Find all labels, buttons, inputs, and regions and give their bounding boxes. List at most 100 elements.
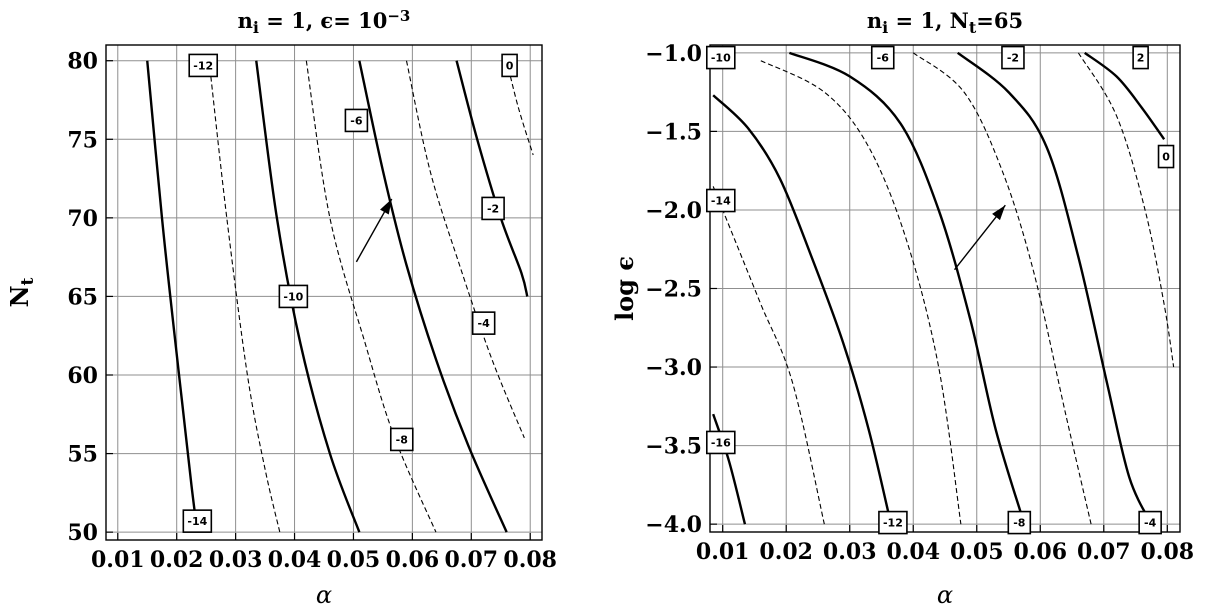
contour-line-m14	[712, 186, 825, 525]
contour-label-text: -14	[711, 195, 731, 208]
contour-label-box	[705, 45, 736, 70]
y-tick-label: −2.5	[645, 277, 702, 303]
x-tick-label: 0.02	[759, 539, 813, 565]
y-tick-label: 60	[67, 363, 98, 389]
contour-label-box	[501, 53, 518, 78]
contour-label-box	[188, 53, 219, 78]
contour-label: -10	[705, 45, 736, 70]
contour-label-text: -12	[193, 59, 213, 72]
contour-line-0	[1084, 51, 1166, 140]
x-tick-label: 0.05	[950, 539, 1004, 565]
x-tick-label: 0.08	[503, 547, 557, 573]
contour-label: 2	[1132, 45, 1149, 70]
contour-line-m6	[912, 52, 1092, 525]
arrow-head	[992, 205, 1006, 221]
contour-label-box	[1001, 45, 1025, 70]
y-axis-label: Nt	[5, 277, 38, 307]
plot-frame	[105, 44, 543, 541]
contour-label: -16	[705, 430, 736, 455]
plot-title: ni = 1, ϵ= 10−3	[238, 7, 411, 37]
contour-label-text: -4	[478, 317, 491, 330]
contour-line-m4	[956, 51, 1153, 525]
contour-label: -2	[1001, 45, 1025, 70]
y-tick-label: 65	[67, 284, 98, 310]
contour-label-text: -4	[1144, 517, 1157, 530]
y-axis-label: log ϵ	[610, 256, 639, 321]
contour-label-box	[1138, 510, 1162, 535]
contour-line-m8	[305, 60, 437, 533]
contour-label: -2	[481, 196, 505, 221]
left-contour-plot: 0.01 0.02 0.03 0.04 0.05 0.06 0.07 0.08 50 55 60 65…	[5, 7, 557, 609]
contour-label-box	[471, 311, 496, 335]
y-tick-label: −3.5	[645, 434, 702, 460]
x-tick-label: 0.03	[823, 539, 877, 565]
contour-label-text: -2	[487, 202, 499, 215]
contour-label: -12	[878, 510, 908, 535]
contour-label: -4	[471, 311, 496, 335]
contour-line-m10	[760, 60, 962, 525]
contour-label: 0	[1157, 144, 1175, 169]
contour-label-box	[1157, 144, 1175, 169]
contour-label: -8	[389, 427, 414, 452]
x-tick-label: 0.01	[91, 547, 145, 573]
contour-line-m4	[405, 60, 525, 439]
x-tick-label: 0.03	[209, 547, 263, 573]
contour-label-box	[389, 427, 414, 452]
contour-label-box	[705, 188, 736, 213]
contour-label-box	[344, 108, 369, 133]
y-tick-label: −1.5	[645, 119, 702, 145]
plot-title: ni = 1, Nt=65	[867, 8, 1023, 37]
contour-label: -10	[278, 284, 309, 309]
contour-label-box	[481, 196, 505, 221]
y-tick-label: −3.0	[645, 355, 702, 381]
y-tick-label: 55	[67, 442, 98, 468]
contour-label-text: -10	[283, 290, 303, 303]
contour-label: 0	[501, 53, 518, 78]
contour-label-box	[182, 509, 213, 533]
contour-label-text: 0	[506, 59, 514, 72]
contour-label: -14	[182, 509, 213, 533]
contour-label-text: -14	[187, 515, 207, 528]
contour-label-box	[1132, 45, 1149, 70]
x-tick-label: 0.04	[886, 539, 940, 565]
contour-line-m12	[712, 94, 893, 525]
contour-label: -8	[1007, 510, 1032, 535]
contour-label: -12	[188, 53, 219, 78]
contour-label-text: -10	[711, 52, 731, 65]
contour-line-m16	[712, 413, 747, 525]
x-axis-label: α	[937, 581, 953, 609]
y-tick-label: −2.0	[645, 198, 702, 224]
x-tick-label: 0.07	[1077, 539, 1131, 565]
contour-label: -14	[705, 188, 736, 213]
contour-line-m6	[358, 60, 508, 533]
x-tick-label: 0.08	[1141, 539, 1195, 565]
y-tick-label: 75	[67, 127, 98, 153]
contour-label-text: -6	[350, 114, 363, 127]
contour-label-text: -12	[883, 517, 903, 530]
contour-line-m12	[208, 60, 281, 533]
x-tick-label: 0.07	[445, 547, 499, 573]
y-tick-label: −1.0	[645, 41, 702, 67]
contour-label: -6	[344, 108, 369, 133]
y-tick-label: 80	[67, 49, 98, 75]
contour-label-text: 2	[1137, 52, 1145, 65]
contour-label-box	[878, 510, 908, 535]
contour-label: -4	[1138, 510, 1162, 535]
y-tick-label: 50	[67, 520, 98, 546]
contour-label-box	[1007, 510, 1032, 535]
contour-line-m14	[146, 60, 199, 533]
contour-label-text: -8	[396, 433, 408, 446]
contour-label: -6	[870, 45, 895, 70]
contour-line-m10	[255, 60, 361, 533]
x-tick-label: 0.04	[268, 547, 322, 573]
x-tick-label: 0.06	[1013, 539, 1067, 565]
contour-line-m2	[1077, 52, 1175, 368]
x-tick-label: 0.01	[696, 539, 750, 565]
contour-label-text: 0	[1162, 151, 1170, 164]
contour-label-text: -16	[711, 436, 731, 449]
contour-label-text: -6	[877, 52, 890, 65]
contour-line-m8	[788, 51, 1026, 525]
x-tick-label: 0.02	[150, 547, 204, 573]
contour-label-text: -2	[1007, 52, 1019, 65]
